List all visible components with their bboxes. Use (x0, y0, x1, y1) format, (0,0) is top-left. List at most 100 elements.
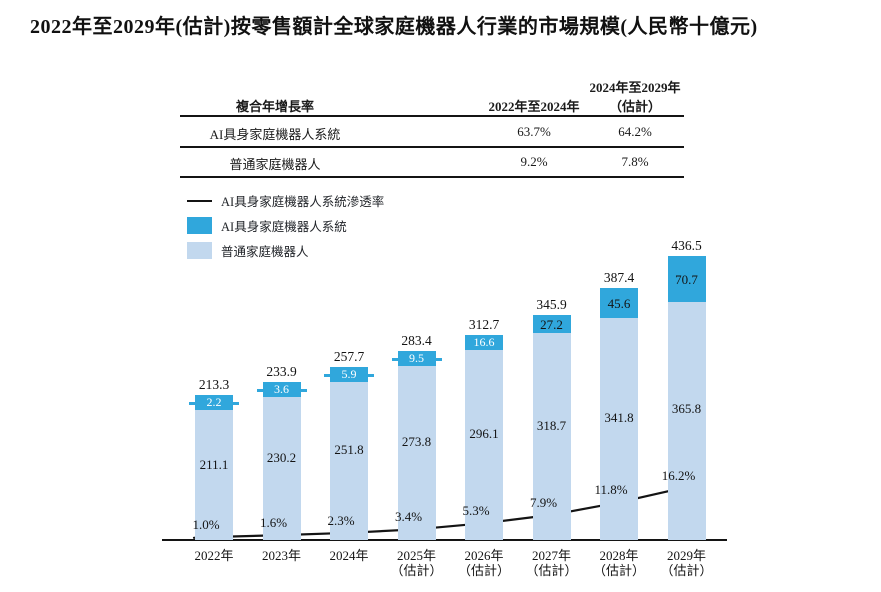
ai-value-label: 27.2 (540, 317, 563, 332)
x-axis-label: 2029年 （估計） (653, 548, 721, 578)
ai-value-chip: 3.6 (256, 381, 307, 397)
x-axis-label-note: （估計） (525, 563, 578, 578)
ordinary-value-label: 341.8 (604, 409, 634, 425)
ordinary-series-swatch-icon (187, 242, 212, 259)
x-axis-label: 2028年 （估計） (585, 548, 653, 578)
chip-right-tick (368, 373, 374, 377)
chip-right-tick (233, 401, 239, 405)
x-axis-label: 2024年 (315, 548, 383, 563)
x-axis-label: 2023年 (248, 548, 316, 563)
table-header-2024-2029-line1: 2024年至2029年 (589, 80, 681, 95)
x-axis-label: 2025年 （估計） (383, 548, 451, 578)
x-axis-label-note: （估計） (592, 563, 645, 578)
legend-label-ai: AI具身家庭機器人系統 (221, 220, 347, 234)
penetration-pct-label: 5.3% (462, 503, 490, 519)
penetration-pct-label: 2.3% (327, 512, 355, 528)
chip-right-tick (435, 358, 442, 362)
ordinary-value-label: 251.8 (334, 441, 364, 457)
bar-segment-ordinary (195, 402, 233, 540)
table-header-2024-2029-line2: （估計） (608, 99, 661, 114)
table-cell-metric: 普通家庭機器人 (229, 157, 321, 172)
total-value-label: 345.9 (536, 297, 567, 313)
x-axis-label-year: 2026年 (464, 548, 504, 563)
x-axis-label: 2022年 (180, 548, 248, 563)
x-axis-label-year: 2024年 (329, 548, 369, 563)
table-cell-cagr-2024-2029: 7.8% (621, 154, 649, 169)
total-value-label: 436.5 (671, 238, 702, 254)
total-value-label: 257.7 (333, 348, 365, 364)
ai-value-label: 2.2 (206, 394, 222, 409)
total-value-label: 387.4 (603, 270, 635, 286)
cagr-table: 複合年增長率 2022年至2024年 2024年至2029年 （估計） AI具身… (180, 76, 684, 180)
legend-item-ai: AI具身家庭機器人系統 (187, 213, 384, 238)
chart-legend: AI具身家庭機器人系統滲透率 AI具身家庭機器人系統 普通家庭機器人 (187, 188, 384, 263)
table-cell-cagr-2024-2029: 64.2% (618, 124, 652, 139)
x-axis-label-note: （估計） (660, 563, 713, 578)
x-axis-label: 2027年 （估計） (518, 548, 586, 578)
table-rule-top (180, 115, 684, 117)
table-header-metric: 複合年增長率 (235, 99, 314, 114)
chip-left-tick (189, 401, 195, 405)
ai-series-swatch-icon (187, 217, 212, 234)
penetration-pct-label: 11.8% (594, 482, 628, 498)
legend-item-ordinary: 普通家庭機器人 (187, 238, 384, 263)
table-header-2024-2029: 2024年至2029年 （估計） (576, 77, 694, 115)
ai-value-label: 16.6 (473, 334, 495, 349)
ai-value-chip: 5.9 (324, 366, 374, 382)
bar-segment-ai (667, 256, 706, 303)
legend-label-ordinary: 普通家庭機器人 (221, 245, 309, 259)
ai-value-chip: 2.2 (189, 394, 239, 410)
ai-value-chip: 16.6 (465, 334, 503, 350)
ordinary-value-label: 318.7 (536, 418, 567, 434)
bar-segment-ai (600, 288, 638, 318)
ordinary-value-label: 365.8 (671, 401, 702, 417)
x-axis-label-year: 2025年 (396, 548, 436, 563)
chip-right-tick (300, 388, 307, 392)
penetration-pct-label: 1.0% (192, 517, 220, 532)
ai-value-label: 5.9 (341, 366, 357, 381)
bar-segment-ordinary (667, 302, 706, 540)
penetration-pct-label: 1.6% (259, 515, 288, 531)
x-axis-label-note: （估計） (457, 563, 510, 578)
bar-segment-ordinary (262, 390, 301, 540)
penetration-pct-label: 16.2% (661, 468, 696, 484)
total-value-label: 312.7 (468, 316, 500, 332)
table-rule-middle (180, 146, 684, 148)
ordinary-value-label: 230.2 (266, 449, 297, 465)
ordinary-value-label: 273.8 (401, 434, 432, 450)
bar-segment-ordinary (330, 376, 368, 540)
table-rule-bottom (180, 176, 684, 178)
table-cell-cagr-2022-2024: 63.7% (517, 124, 551, 139)
ai-value-label: 3.6 (274, 381, 289, 396)
bar-segment-ordinary (532, 332, 571, 540)
chip-left-tick (391, 358, 398, 362)
bar-segment-ai (532, 315, 571, 333)
ordinary-value-label: 296.1 (469, 426, 499, 442)
bar-segment-ordinary (600, 317, 638, 540)
legend-label-penetration: AI具身家庭機器人系統滲透率 (221, 195, 385, 209)
bar-segment-ordinary (397, 361, 436, 540)
bar-segment-ordinary (465, 347, 503, 540)
ai-value-label: 70.7 (675, 272, 698, 288)
table-row: 普通家庭機器人 9.2% 7.8% (180, 154, 684, 172)
total-value-label: 233.9 (266, 363, 297, 379)
ai-value-chip: 9.5 (391, 351, 442, 367)
penetration-pct-label: 3.4% (394, 509, 423, 525)
ordinary-value-label: 211.1 (199, 456, 229, 472)
penetration-pct-label: 7.9% (529, 494, 558, 510)
x-axis-label-year: 2027年 (531, 548, 571, 563)
x-axis-label: 2026年 （估計） (450, 548, 518, 578)
x-axis-label-year: 2029年 (666, 548, 706, 563)
legend-item-penetration: AI具身家庭機器人系統滲透率 (187, 188, 384, 213)
total-value-label: 213.3 (198, 376, 230, 392)
table-cell-metric: AI具身家庭機器人系統 (209, 127, 341, 142)
chip-left-tick (256, 388, 263, 392)
x-axis-label-year: 2023年 (261, 548, 301, 563)
ai-value-label: 45.6 (607, 296, 631, 311)
ai-value-label: 9.5 (409, 351, 424, 366)
x-axis-line (162, 539, 727, 541)
x-axis-label-year: 2028年 (599, 548, 639, 563)
